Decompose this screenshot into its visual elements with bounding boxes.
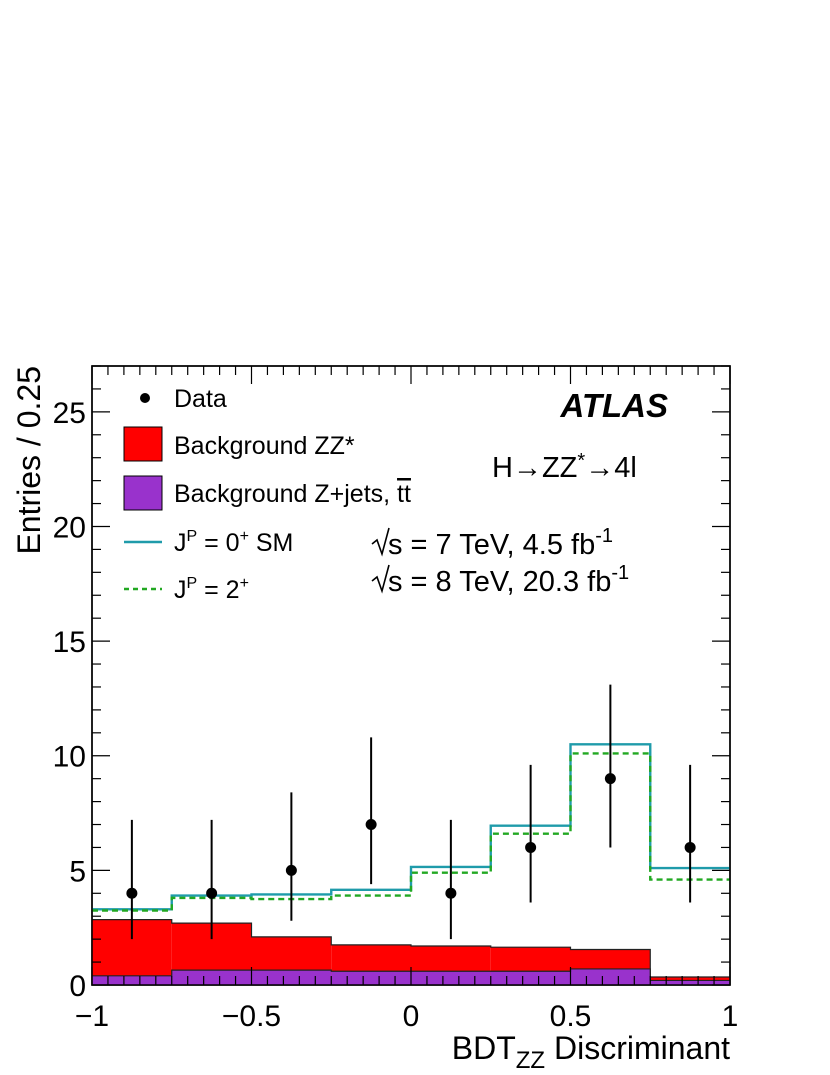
x-tick-label-4: 1 <box>722 1000 739 1033</box>
data-layer <box>126 684 696 940</box>
stack-bar-background-z-jets-tt--7 <box>650 980 730 985</box>
lumi-7tev-label: s = 7 TeV, 4.5 fb-1 <box>388 525 613 561</box>
stack-bar-background-z-jets-tt--5 <box>490 971 571 985</box>
sqrt-symbol-7tev <box>371 527 390 557</box>
legend-zz-label: Background ZZ* <box>174 432 355 460</box>
data-point-1 <box>206 887 218 899</box>
step-line-sm <box>92 743 730 911</box>
lines-layer <box>92 743 730 912</box>
sqrt-symbol-8tev <box>371 564 390 594</box>
y-tick-label-2: 10 <box>53 741 86 774</box>
x-tick-label-3: 0.5 <box>550 1000 592 1033</box>
data-point-2 <box>285 864 297 876</box>
x-tick-label-1: −0.5 <box>222 1000 281 1033</box>
x-tick-label-2: 0 <box>403 1000 420 1033</box>
data-point-3 <box>365 819 377 831</box>
y-tick-label-4: 20 <box>53 511 86 544</box>
y-tick-label-5: 25 <box>53 397 86 430</box>
legend-zz-swatch <box>123 426 163 462</box>
data-point-6 <box>604 773 616 785</box>
legend-zjets-label: Background Z+jets, tt <box>174 480 411 508</box>
x-axis-label: BDTZZ Discriminant <box>452 1030 730 1074</box>
legend-zjets-tt: tt <box>397 480 411 508</box>
lumi-8tev-label: s = 8 TeV, 20.3 fb-1 <box>388 562 629 598</box>
y-tick-label-0: 0 <box>69 970 86 1003</box>
stack-bar-background-z-jets-tt--0 <box>92 975 172 985</box>
y-axis-label: Entries / 0.25 <box>11 366 47 555</box>
data-point-5 <box>525 841 537 853</box>
stack-bar-background-z-jets-tt--3 <box>331 971 411 985</box>
legend-data-label: Data <box>174 385 227 413</box>
plot-frame-top <box>91 365 731 986</box>
process-label: H→ZZ*→4l <box>492 450 637 484</box>
stack-bar-background-z-jets-tt--1 <box>171 970 252 985</box>
stack-bar-background-z-jets-tt--4 <box>411 971 491 985</box>
legend-zjets-swatch <box>123 475 163 511</box>
data-point-0 <box>126 887 138 899</box>
stack-bar-background-z-jets-tt--2 <box>251 970 332 985</box>
y-tick-label-3: 15 <box>53 626 86 659</box>
atlas-label: ATLAS <box>559 387 668 424</box>
x-tick-label-0: −1 <box>75 1000 109 1033</box>
legend-data-marker <box>140 393 150 403</box>
stack-bar-background-z-jets-tt--6 <box>570 968 651 985</box>
y-tick-label-1: 5 <box>69 855 86 888</box>
legend-spin2-label: JP = 2+ <box>174 575 249 604</box>
legend: Data Background ZZ* Background Z+jets, t… <box>123 385 411 604</box>
step-line-spin2 <box>92 752 730 912</box>
data-point-7 <box>684 841 696 853</box>
legend-sm-label: JP = 0+ SM <box>174 528 293 557</box>
data-point-4 <box>445 887 457 899</box>
